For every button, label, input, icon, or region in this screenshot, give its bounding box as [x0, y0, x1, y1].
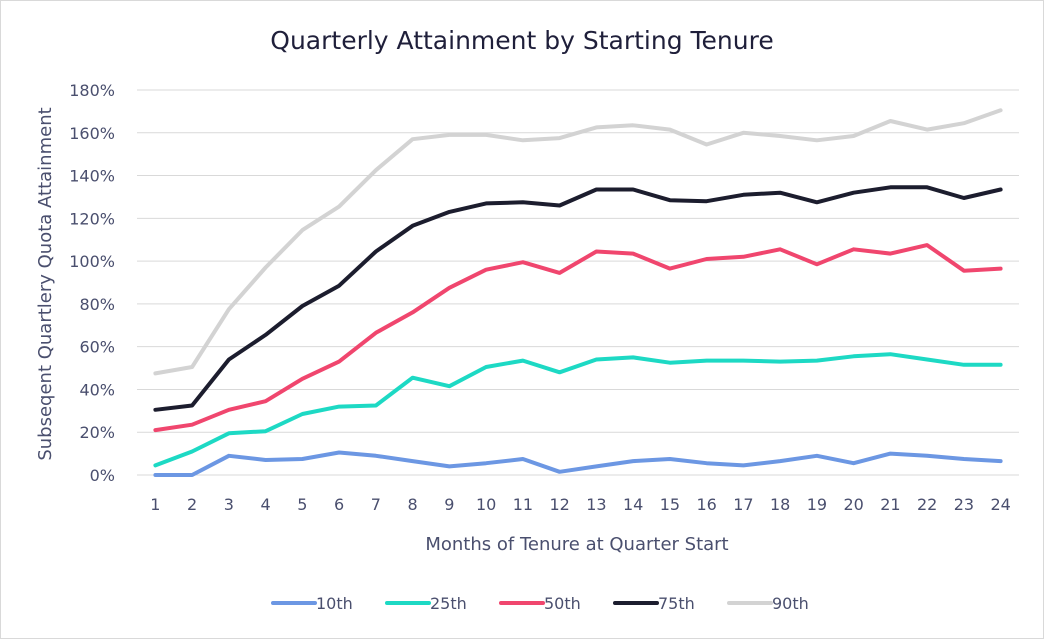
x-tick-label: 2 — [187, 495, 197, 514]
x-tick-label: 15 — [660, 495, 680, 514]
x-tick-label: 1 — [150, 495, 160, 514]
x-tick-label: 14 — [623, 495, 643, 514]
x-tick-label: 21 — [880, 495, 900, 514]
y-tick-label: 100% — [69, 252, 115, 271]
y-tick-label: 120% — [69, 209, 115, 228]
y-axis-ticks: 0% 20% 40% 60% 80% 100% 120% 140% 160% 180% — [69, 81, 115, 485]
legend-item-10th: 10th — [271, 594, 353, 613]
series-line-25th — [153, 352, 1003, 468]
series-line-50th — [153, 243, 1003, 433]
x-tick-label: 11 — [513, 495, 533, 514]
x-tick-label: 10 — [476, 495, 496, 514]
x-axis-ticks: 1 2 3 4 5 6 7 8 9 10 11 12 13 14 15 16 17 18 19 20 21 22 23 24 — [150, 495, 1011, 514]
series-line-75th — [153, 185, 1003, 412]
y-tick-label: 140% — [69, 167, 115, 186]
x-tick-label: 7 — [371, 495, 381, 514]
legend-item-90th: 90th — [727, 594, 809, 613]
x-tick-label: 6 — [334, 495, 344, 514]
x-tick-label: 24 — [990, 495, 1010, 514]
legend-label: 50th — [544, 594, 581, 613]
x-tick-label: 16 — [696, 495, 716, 514]
x-tick-label: 5 — [297, 495, 307, 514]
series-lines — [153, 108, 1003, 477]
legend-label: 10th — [316, 594, 353, 613]
y-axis-label: Subseqent Quartlery Quota Attainment — [35, 107, 56, 460]
series-line-10th — [153, 450, 1003, 477]
x-tick-label: 18 — [770, 495, 790, 514]
x-tick-label: 20 — [843, 495, 863, 514]
series-line-90th — [153, 108, 1003, 376]
gridlines — [137, 89, 1019, 476]
chart-title: Quarterly Attainment by Starting Tenure — [270, 26, 773, 55]
x-tick-label: 19 — [807, 495, 827, 514]
y-tick-label: 40% — [79, 380, 115, 399]
x-tick-label: 8 — [408, 495, 418, 514]
x-axis-label: Months of Tenure at Quarter Start — [425, 534, 728, 555]
legend-item-50th: 50th — [499, 594, 581, 613]
legend-label: 75th — [658, 594, 695, 613]
legend-item-25th: 25th — [385, 594, 467, 613]
x-tick-label: 4 — [261, 495, 271, 514]
x-tick-label: 9 — [444, 495, 454, 514]
y-tick-label: 0% — [90, 466, 115, 485]
legend-label: 25th — [430, 594, 467, 613]
x-tick-label: 17 — [733, 495, 753, 514]
x-tick-label: 23 — [954, 495, 974, 514]
x-tick-label: 3 — [224, 495, 234, 514]
x-tick-label: 12 — [549, 495, 569, 514]
y-tick-label: 180% — [69, 81, 115, 100]
y-tick-label: 20% — [79, 423, 115, 442]
legend: 10th 25th 50th 75th 90th — [271, 594, 809, 613]
legend-label: 90th — [772, 594, 809, 613]
legend-item-75th: 75th — [613, 594, 695, 613]
x-tick-label: 22 — [917, 495, 937, 514]
x-tick-label: 13 — [586, 495, 606, 514]
y-tick-label: 160% — [69, 124, 115, 143]
y-tick-label: 80% — [79, 295, 115, 314]
y-tick-label: 60% — [79, 338, 115, 357]
